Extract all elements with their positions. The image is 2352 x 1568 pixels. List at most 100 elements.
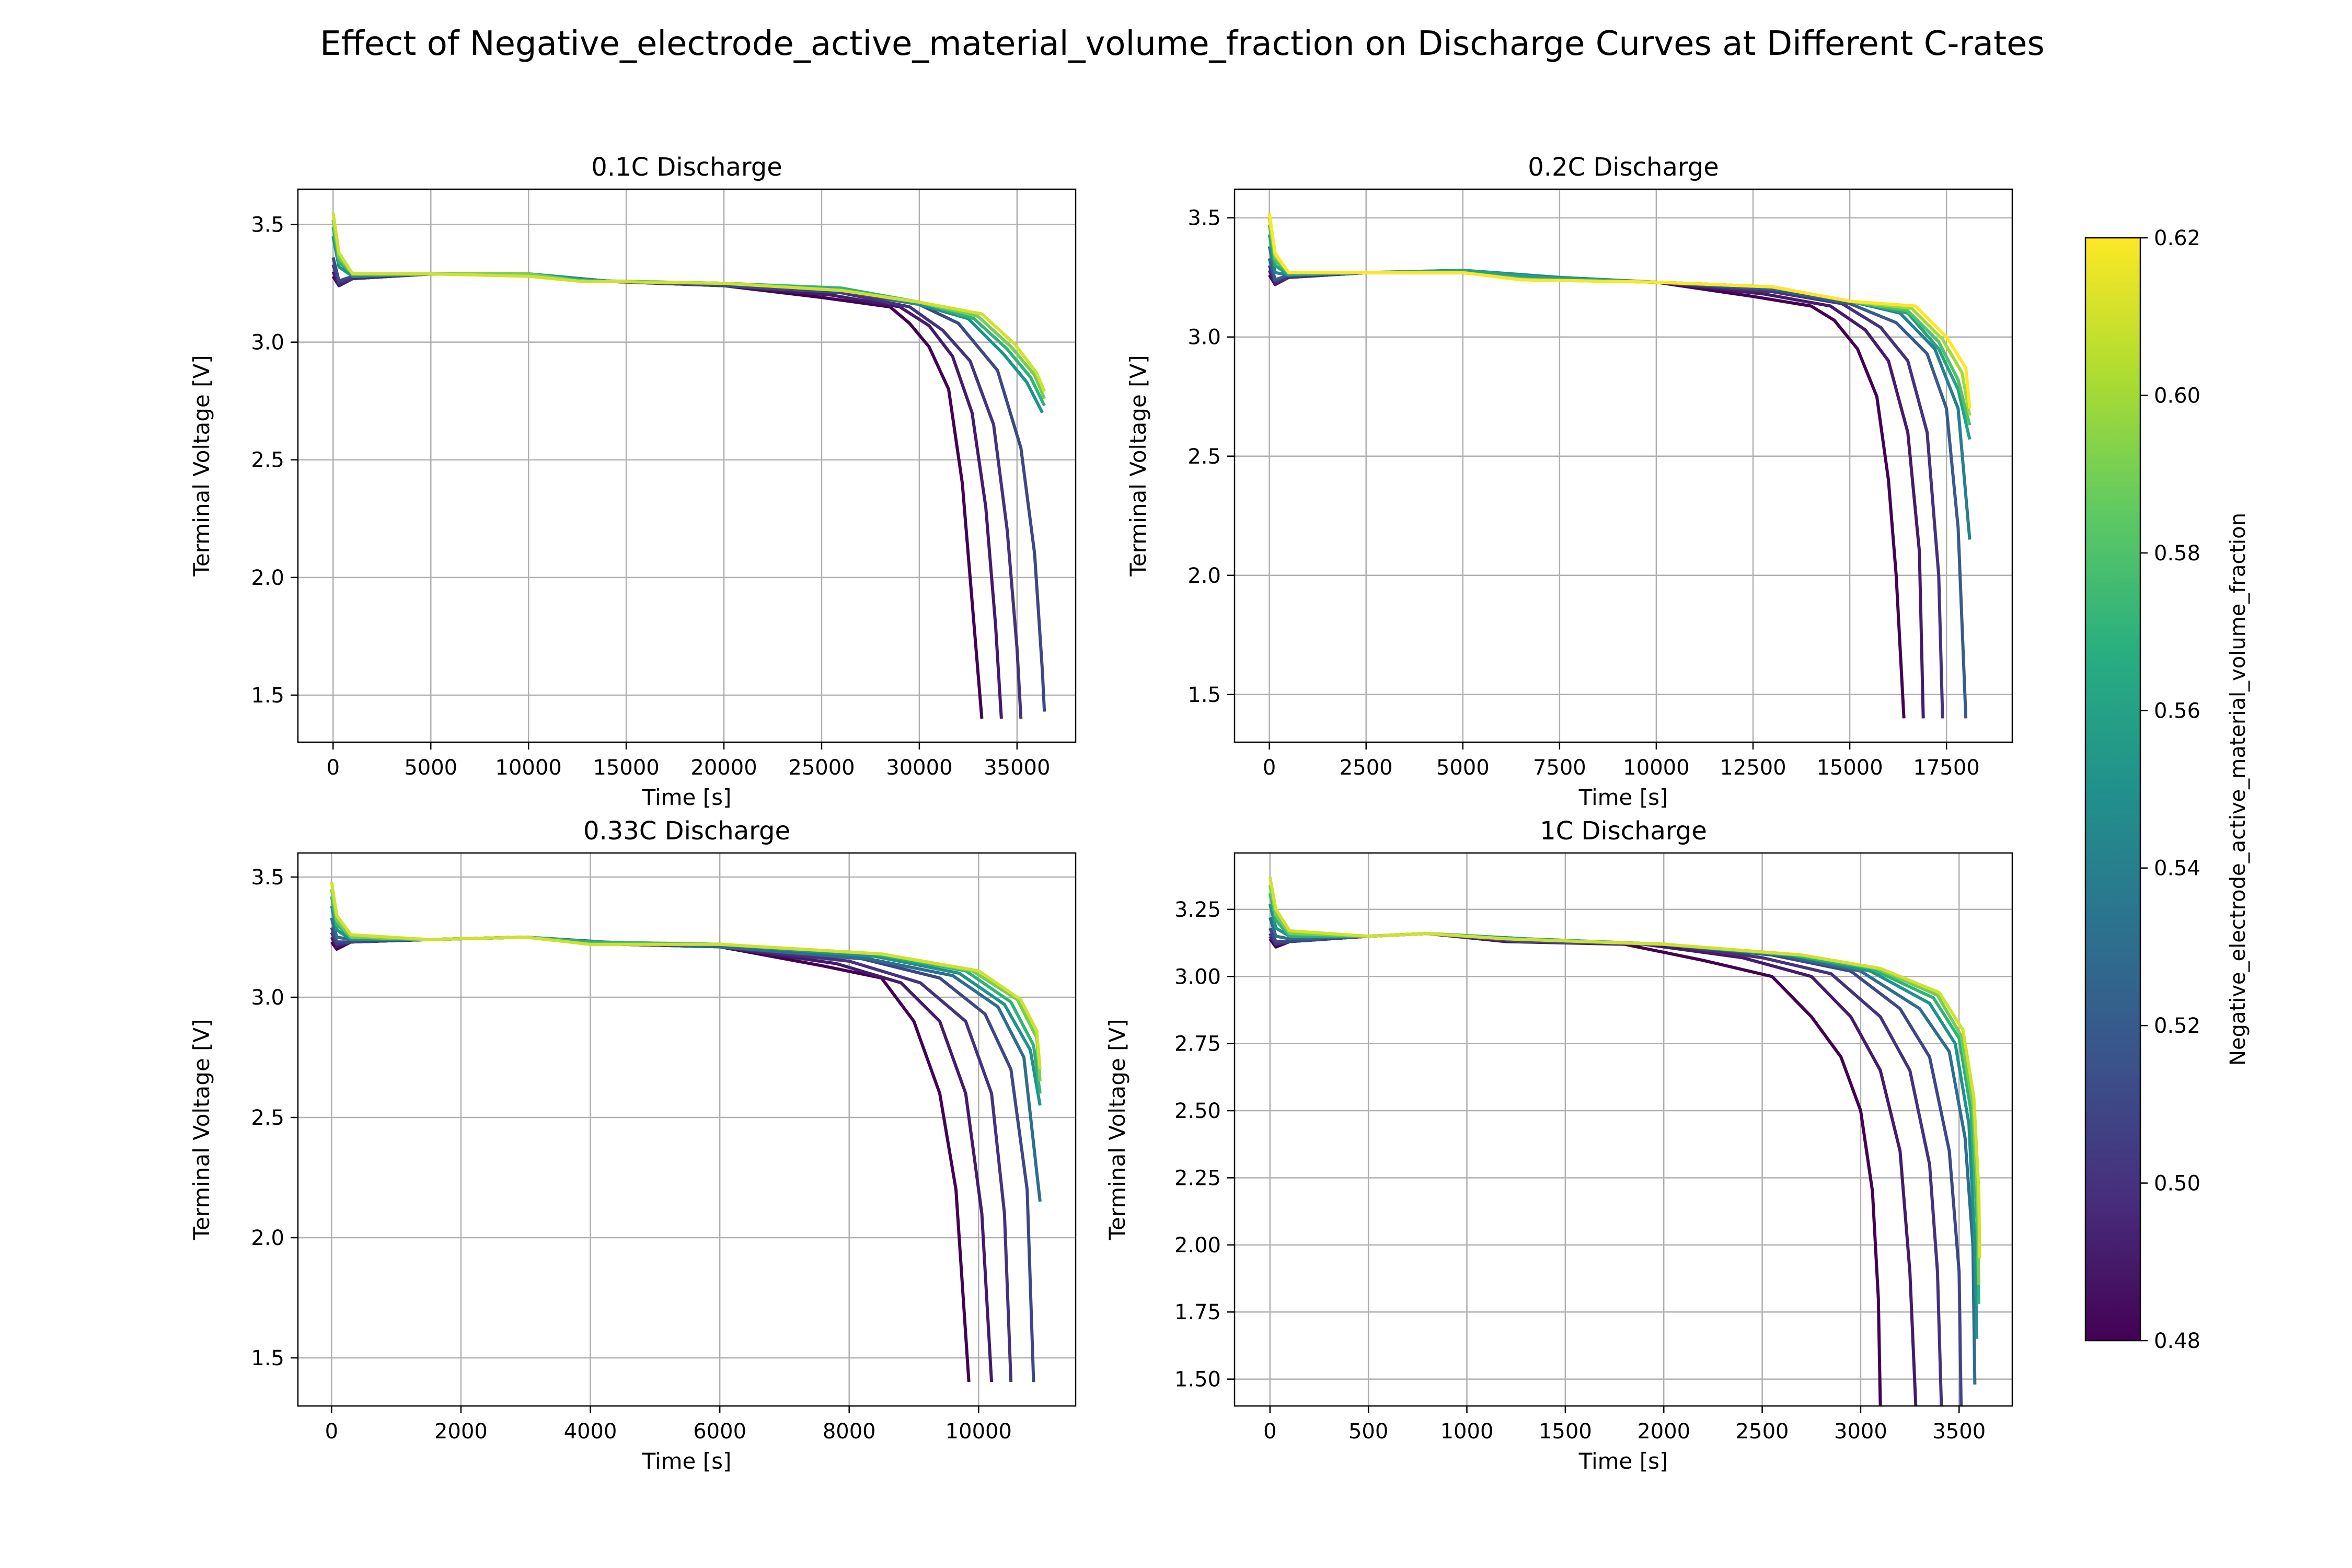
colorbar-tick-label: 0.48 <box>2154 1329 2200 1353</box>
x-tick-label: 6000 <box>693 1420 746 1444</box>
y-axis-label: Terminal Voltage [V] <box>1125 355 1151 577</box>
x-tick-label: 17500 <box>1913 756 1980 780</box>
y-tick-label: 1.5 <box>1187 683 1221 707</box>
series-line <box>1268 893 1980 1304</box>
y-tick-label: 3.25 <box>1174 898 1221 922</box>
y-tick-label: 3.00 <box>1174 965 1221 989</box>
colorbar-tick-label: 0.58 <box>2154 541 2200 566</box>
subplot-title: 0.1C Discharge <box>591 153 782 182</box>
colorbar-tick-label: 0.62 <box>2154 226 2200 250</box>
x-tick-label: 3000 <box>1834 1420 1887 1444</box>
y-tick-label: 2.50 <box>1174 1099 1221 1123</box>
x-tick-label: 2000 <box>1637 1420 1690 1444</box>
figure-title: Effect of Negative_electrode_active_mate… <box>320 25 2045 63</box>
y-tick-label: 2.25 <box>1174 1166 1221 1190</box>
colorbar-frame <box>2084 237 2141 1342</box>
x-tick-label: 20000 <box>690 756 757 780</box>
x-tick-label: 2000 <box>434 1420 488 1444</box>
y-tick-label: 2.0 <box>251 1226 284 1250</box>
series-group <box>1267 213 1971 719</box>
axes-frame <box>297 852 1077 1407</box>
y-axis-label: Terminal Voltage [V] <box>1104 1019 1130 1240</box>
x-tick-label: 500 <box>1348 1420 1388 1444</box>
x-tick-label: 15000 <box>1816 756 1883 780</box>
series-line <box>330 936 994 1382</box>
x-tick-label: 0 <box>1263 756 1276 780</box>
x-tick-label: 7500 <box>1533 756 1586 780</box>
subplot-title: 0.33C Discharge <box>583 816 790 846</box>
y-tick-label: 2.5 <box>1187 445 1221 469</box>
series-line <box>1267 224 1971 426</box>
y-tick-label: 3.5 <box>251 213 284 237</box>
x-tick-label: 0 <box>1263 1420 1276 1444</box>
series-line <box>331 226 1046 407</box>
x-tick-label: 10000 <box>946 1420 1012 1444</box>
series-line <box>1267 213 1971 409</box>
y-tick-label: 2.5 <box>251 448 284 472</box>
x-tick-label: 2500 <box>1736 1420 1789 1444</box>
y-axis-label: Terminal Voltage [V] <box>189 1019 214 1240</box>
x-tick-label: 3500 <box>1932 1420 1986 1444</box>
y-tick-label: 3.0 <box>251 331 284 355</box>
axes-frame <box>297 188 1077 743</box>
y-tick-label: 2.0 <box>1187 564 1221 588</box>
series-line <box>1268 271 1906 719</box>
subplot-title: 0.2C Discharge <box>1528 153 1719 182</box>
y-tick-label: 2.0 <box>251 566 284 590</box>
subplot-1: 0 5000 10000 15000 20000 25000 30000 35000 1.5 2.… <box>189 153 1077 810</box>
series-group <box>1268 877 1981 1406</box>
series-group <box>330 881 1042 1382</box>
x-tick-label: 5000 <box>404 756 457 780</box>
x-tick-label: 15000 <box>593 756 659 780</box>
x-axis-label: Time [s] <box>642 785 732 810</box>
x-tick-label: 35000 <box>984 756 1050 780</box>
series-line <box>1269 932 1918 1406</box>
x-tick-label: 2500 <box>1340 756 1393 780</box>
series-line <box>1267 246 1971 540</box>
axes-frame <box>1233 852 2013 1407</box>
series-line <box>1269 927 1963 1406</box>
colorbar-gradient <box>2085 238 2140 1341</box>
y-tick-label: 3.5 <box>1187 206 1221 230</box>
x-tick-label: 0 <box>327 756 340 780</box>
x-axis-label: Time [s] <box>1578 1448 1668 1474</box>
colorbar-tick-label: 0.52 <box>2154 1014 2200 1038</box>
y-tick-label: 2.5 <box>251 1106 284 1130</box>
x-tick-label: 0 <box>325 1420 338 1444</box>
y-tick-label: 1.5 <box>251 684 284 708</box>
x-tick-label: 5000 <box>1436 756 1490 780</box>
x-tick-label: 10000 <box>495 756 562 780</box>
series-line <box>1269 932 1882 1406</box>
y-tick-label: 2.75 <box>1174 1032 1221 1056</box>
colorbar-tick-label: 0.60 <box>2154 384 2200 408</box>
colorbar-tick-label: 0.54 <box>2154 857 2200 881</box>
colorbar-tick-label: 0.56 <box>2154 699 2200 723</box>
x-tick-label: 25000 <box>788 756 855 780</box>
x-tick-label: 1500 <box>1539 1420 1592 1444</box>
series-line <box>1268 917 1977 1385</box>
x-tick-label: 10000 <box>1623 756 1689 780</box>
x-tick-label: 8000 <box>823 1420 876 1444</box>
x-tick-label: 1000 <box>1440 1420 1494 1444</box>
series-group <box>331 212 1046 719</box>
y-tick-label: 3.0 <box>251 986 284 1010</box>
series-line <box>1268 877 1981 1259</box>
y-tick-label: 1.75 <box>1174 1300 1221 1324</box>
x-tick-label: 30000 <box>886 756 952 780</box>
subplot-2: 0 2500 5000 7500 10000 12500 15000 17500 1.5 2.0 2… <box>1125 153 2013 810</box>
subplot-3: 0 2000 4000 6000 8000 10000 1.5 2.0 2.5 3.0 3.5 0.3… <box>189 816 1077 1474</box>
series-line <box>330 931 1013 1382</box>
x-axis-label: Time [s] <box>1578 785 1668 810</box>
x-axis-label: Time [s] <box>642 1448 732 1474</box>
subplot-grid: 0 5000 10000 15000 20000 25000 30000 350001.52.… <box>189 153 2013 1474</box>
series-line <box>330 881 1042 1070</box>
y-tick-label: 1.5 <box>251 1346 284 1370</box>
x-tick-label: 12500 <box>1720 756 1786 780</box>
subplot-4: 0 500 1000 1500 2000 2500 3000 3500 1.50 1.75 2.00… <box>1104 816 2013 1474</box>
series-line <box>1267 264 1944 719</box>
colorbar-tick-label: 0.50 <box>2154 1172 2200 1196</box>
series-line <box>330 927 1035 1382</box>
series-line <box>331 271 1003 719</box>
series-line <box>330 889 1042 1082</box>
